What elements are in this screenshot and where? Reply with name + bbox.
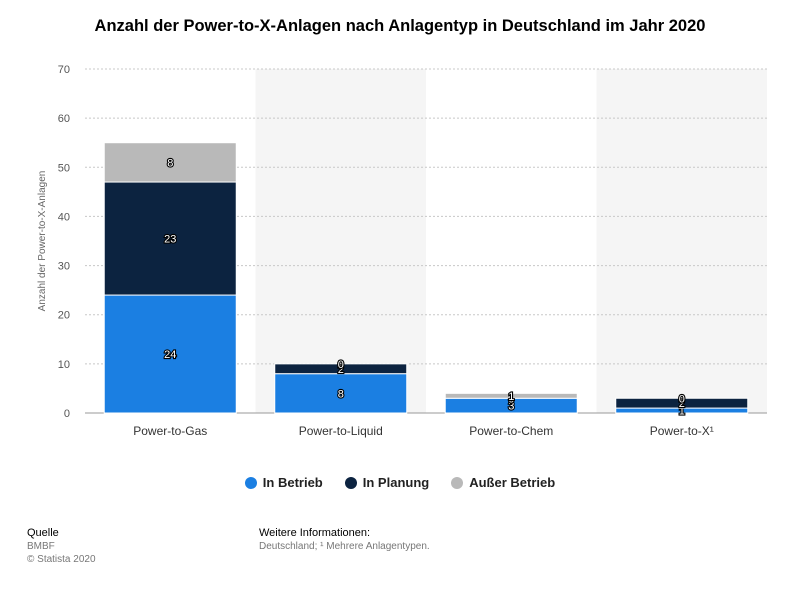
x-tick-label: Power-to-Gas: [133, 424, 207, 438]
data-label: 8: [338, 388, 344, 400]
bar-segment: [615, 397, 749, 409]
legend-dot-icon: [344, 476, 357, 489]
data-label: 0: [508, 393, 514, 405]
y-tick-label: 40: [58, 211, 70, 223]
bar-segment: [103, 294, 237, 414]
chart-title: Anzahl der Power-to-X-Anlagen nach Anlag…: [94, 17, 706, 35]
data-label: 1: [508, 391, 514, 403]
source-label: Quelle: [27, 527, 59, 539]
bar-segment: [103, 181, 237, 296]
x-tick-label: Power-to-Liquid: [299, 424, 383, 438]
legend-item-in-betrieb[interactable]: In Betrieb: [244, 475, 323, 490]
copyright: © Statista 2020: [27, 554, 96, 565]
y-tick-label: 70: [58, 64, 70, 76]
legend-dot-icon: [244, 476, 257, 489]
data-label: 1: [679, 406, 685, 418]
data-label: 2: [679, 398, 685, 410]
data-label: 2: [338, 364, 344, 376]
data-label: 24: [164, 349, 176, 361]
y-tick-label: 30: [58, 261, 70, 273]
category-band: [255, 69, 426, 413]
legend-dot-icon: [451, 476, 464, 489]
bar-segment: [103, 142, 237, 183]
category-band: [596, 69, 767, 413]
y-tick-label: 0: [64, 408, 70, 420]
y-tick-label: 50: [58, 162, 70, 174]
data-label: 0: [338, 359, 344, 371]
data-label: 0: [679, 393, 685, 405]
info-label: Weitere Informationen:: [259, 527, 371, 539]
bar-segment: [274, 373, 408, 414]
legend-label: In Betrieb: [262, 475, 323, 490]
source-name[interactable]: BMBF: [27, 541, 55, 552]
x-tick-label: Power-to-X¹: [650, 424, 714, 438]
y-tick-label: 10: [58, 359, 70, 371]
legend-item-in-planung[interactable]: In Planung: [344, 475, 430, 490]
data-label: 3: [508, 401, 514, 413]
info-text: Deutschland; ¹ Mehrere Anlagentypen.: [259, 541, 430, 552]
y-axis-title: Anzahl der Power-to-X-Anlagen: [37, 171, 48, 312]
legend-label: In Planung: [362, 475, 430, 490]
data-label: 23: [164, 234, 176, 246]
y-tick-label: 60: [58, 113, 70, 125]
bar-segment: [274, 363, 408, 375]
y-tick-label: 20: [58, 310, 70, 322]
source-block: Quelle BMBF © Statista 2020: [27, 527, 96, 565]
chart-legend: In Betrieb In Planung Außer Betrieb: [0, 475, 800, 490]
x-tick-label: Power-to-Chem: [469, 424, 553, 438]
legend-item-ausser-betrieb[interactable]: Außer Betrieb: [451, 475, 555, 490]
legend-label: Außer Betrieb: [469, 475, 556, 490]
info-block: Weitere Informationen: Deutschland; ¹ Me…: [259, 527, 430, 552]
bar-segment: [444, 392, 578, 399]
data-label: 8: [167, 157, 173, 169]
